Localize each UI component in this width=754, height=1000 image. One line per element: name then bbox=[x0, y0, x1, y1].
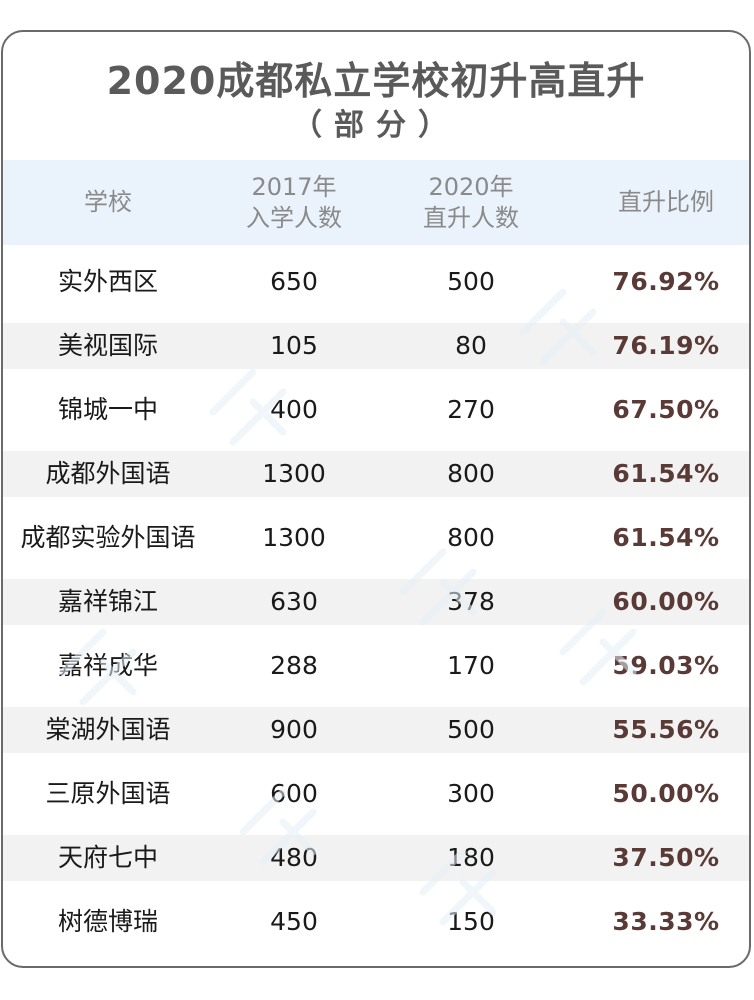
promote-count: 170 bbox=[447, 651, 495, 680]
table-row: 锦城一中 400 270 67.50% bbox=[3, 387, 749, 433]
enroll-count: 288 bbox=[270, 651, 318, 680]
promote-count: 80 bbox=[455, 331, 487, 360]
table-row: 实外西区 650 500 76.92% bbox=[3, 259, 749, 305]
promote-count: 800 bbox=[447, 459, 495, 488]
page-title: 2020成都私立学校初升高直升 bbox=[106, 59, 646, 103]
enroll-count: 450 bbox=[270, 907, 318, 936]
promote-ratio: 61.54% bbox=[612, 459, 720, 488]
promote-ratio: 37.50% bbox=[612, 843, 720, 872]
promote-ratio: 67.50% bbox=[612, 395, 720, 424]
header-school: 学校 bbox=[3, 160, 213, 245]
school-name: 成都实验外国语 bbox=[20, 523, 196, 552]
promote-ratio: 60.00% bbox=[612, 587, 720, 616]
promote-count: 800 bbox=[447, 523, 495, 552]
table-row: 美视国际 105 80 76.19% bbox=[3, 323, 749, 369]
enroll-count: 480 bbox=[270, 843, 318, 872]
enroll-count: 600 bbox=[270, 779, 318, 808]
header-school-label: 学校 bbox=[84, 188, 132, 216]
promote-count: 150 bbox=[447, 907, 495, 936]
enroll-count: 105 bbox=[270, 331, 318, 360]
school-name: 嘉祥锦江 bbox=[57, 587, 158, 616]
enroll-count: 1300 bbox=[262, 523, 326, 552]
header-enroll-line1: 2017年 bbox=[251, 172, 337, 201]
promote-count: 500 bbox=[447, 267, 495, 296]
promote-ratio: 61.54% bbox=[612, 523, 720, 552]
promote-count: 500 bbox=[447, 715, 495, 744]
header-promote: 2020年 直升人数 bbox=[381, 160, 561, 245]
header-enroll-line2: 入学人数 bbox=[246, 203, 342, 232]
school-name: 成都外国语 bbox=[45, 459, 171, 488]
promote-count: 270 bbox=[447, 395, 495, 424]
header-promote-line2: 直升人数 bbox=[423, 203, 519, 232]
table-row: 嘉祥成华 288 170 59.03% bbox=[3, 643, 749, 689]
school-name: 天府七中 bbox=[57, 843, 158, 872]
promote-count: 180 bbox=[447, 843, 495, 872]
school-name: 实外西区 bbox=[57, 267, 158, 296]
enroll-count: 630 bbox=[270, 587, 318, 616]
promote-count: 300 bbox=[447, 779, 495, 808]
promote-count: 378 bbox=[447, 587, 495, 616]
table-row: 三原外国语 600 300 50.00% bbox=[3, 771, 749, 817]
table-row: 天府七中 480 180 37.50% bbox=[3, 835, 749, 881]
header-ratio-label: 直升比例 bbox=[618, 188, 714, 216]
school-name: 棠湖外国语 bbox=[45, 715, 171, 744]
enroll-count: 650 bbox=[270, 267, 318, 296]
promote-ratio: 50.00% bbox=[612, 779, 720, 808]
school-name: 树德博瑞 bbox=[57, 907, 158, 936]
enroll-count: 900 bbox=[270, 715, 318, 744]
school-name: 三原外国语 bbox=[45, 779, 171, 808]
school-name: 嘉祥成华 bbox=[57, 651, 158, 680]
table-header: 学校 2017年 入学人数 2020年 直升人数 直升比例 bbox=[3, 160, 749, 245]
page-subtitle: （部分） bbox=[292, 108, 460, 143]
table-row: 成都外国语 1300 800 61.54% bbox=[3, 451, 749, 497]
header-promote-line1: 2020年 bbox=[428, 172, 514, 201]
table-row: 树德博瑞 450 150 33.33% bbox=[3, 899, 749, 945]
enroll-count: 1300 bbox=[262, 459, 326, 488]
promote-ratio: 76.19% bbox=[612, 331, 720, 360]
table-row: 棠湖外国语 900 500 55.56% bbox=[3, 707, 749, 753]
promote-ratio: 33.33% bbox=[612, 907, 720, 936]
promote-ratio: 55.56% bbox=[612, 715, 720, 744]
school-name: 锦城一中 bbox=[57, 395, 158, 424]
promote-ratio: 76.92% bbox=[612, 267, 720, 296]
header-ratio: 直升比例 bbox=[575, 160, 749, 245]
table-row: 成都实验外国语 1300 800 61.54% bbox=[3, 515, 749, 561]
promote-ratio: 59.03% bbox=[612, 651, 720, 680]
table-row: 嘉祥锦江 630 378 60.00% bbox=[3, 579, 749, 625]
enroll-count: 400 bbox=[270, 395, 318, 424]
school-name: 美视国际 bbox=[57, 331, 158, 360]
table-card: 2020成都私立学校初升高直升 （部分） 学校 2017年 入学人数 2020年… bbox=[1, 30, 751, 968]
header-enroll: 2017年 入学人数 bbox=[204, 160, 384, 245]
